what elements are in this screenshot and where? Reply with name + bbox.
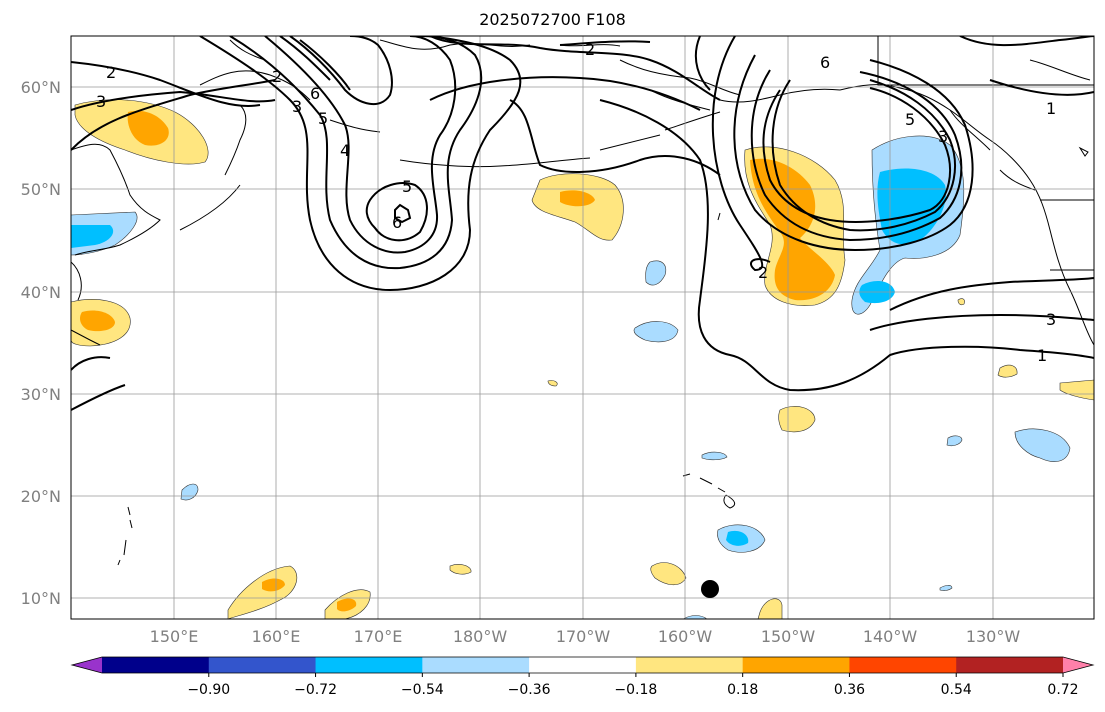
colorbar-tick-label: 0.18 bbox=[727, 682, 758, 698]
colorbar: −0.90 −0.72 −0.54 −0.36 −0.18 0.18 0.36 0.54 0.7… bbox=[70, 656, 1095, 698]
lon-label: 170°E bbox=[354, 627, 403, 646]
contour-label: 1 bbox=[1037, 346, 1047, 365]
contour-label: 3 bbox=[292, 97, 302, 116]
contour-label: 3 bbox=[938, 127, 948, 146]
lon-axis-labels: 150°E 160°E 170°E 180°W 170°W 160°W 150°… bbox=[150, 627, 1021, 646]
lon-label: 140°W bbox=[863, 627, 918, 646]
contour-label: 2 bbox=[758, 263, 768, 282]
lat-label: 40°N bbox=[21, 283, 61, 302]
contour-label-group: 2 2 3 3 4 5 6 5 6 2 1 3 1 6 5 3 2 bbox=[96, 40, 1056, 365]
colorbar-outline bbox=[70, 656, 1095, 674]
colorbar-tick-label: −0.72 bbox=[294, 682, 337, 698]
colorbar-tick-label: 0.72 bbox=[1047, 682, 1078, 698]
contour-lines bbox=[71, 36, 1094, 411]
colorbar-segment bbox=[315, 657, 423, 673]
colorbar-tick-label: 0.36 bbox=[834, 682, 865, 698]
colorbar-extend-max bbox=[1063, 657, 1093, 673]
lat-label: 60°N bbox=[21, 78, 61, 97]
contour-label: 2 bbox=[272, 67, 282, 86]
contour-label: 3 bbox=[1046, 310, 1056, 329]
lat-label: 10°N bbox=[21, 589, 61, 608]
colorbar-segment bbox=[529, 657, 637, 673]
contour-label: 5 bbox=[318, 109, 328, 128]
colorbar-segment bbox=[742, 657, 850, 673]
colorbar-tick-label: −0.36 bbox=[508, 682, 551, 698]
colorbar-segment bbox=[422, 657, 530, 673]
contour-label: 4 bbox=[340, 141, 350, 160]
colorbar-segment bbox=[849, 657, 957, 673]
contour-label: 3 bbox=[96, 92, 106, 111]
contour-label: 6 bbox=[820, 53, 830, 72]
contour-label: 1 bbox=[1046, 99, 1056, 118]
lat-axis-labels: 60°N 50°N 40°N 30°N 20°N 10°N bbox=[21, 78, 61, 608]
anomaly-shading bbox=[71, 99, 1094, 619]
lat-label: 50°N bbox=[21, 180, 61, 199]
colorbar-segment bbox=[102, 657, 210, 673]
lon-label: 180°W bbox=[453, 627, 508, 646]
lon-label: 130°W bbox=[966, 627, 1021, 646]
colorbar-segment bbox=[208, 657, 317, 673]
map-frame bbox=[70, 35, 1095, 620]
colorbar-tick-label: −0.18 bbox=[614, 682, 657, 698]
map-title: 2025072700 F108 bbox=[479, 10, 626, 29]
colorbar-tick-label: −0.54 bbox=[401, 682, 444, 698]
lon-label: 150°W bbox=[761, 627, 816, 646]
coastlines bbox=[71, 36, 1094, 566]
contour-label: 6 bbox=[310, 84, 320, 103]
lon-label: 160°W bbox=[658, 627, 713, 646]
contour-label: 2 bbox=[585, 40, 595, 59]
colorbar-tick-label: 0.54 bbox=[941, 682, 972, 698]
location-marker bbox=[701, 580, 719, 598]
lon-label: 150°E bbox=[150, 627, 199, 646]
contour-label: 2 bbox=[106, 63, 116, 82]
lat-label: 20°N bbox=[21, 487, 61, 506]
graticule bbox=[71, 36, 1094, 619]
lat-label: 30°N bbox=[21, 385, 61, 404]
map-plot-area: 2 2 3 3 4 5 6 5 6 2 1 3 1 6 5 3 2 bbox=[71, 36, 1094, 619]
contour-label: 5 bbox=[905, 110, 915, 129]
lon-label: 160°E bbox=[252, 627, 301, 646]
colorbar-segment bbox=[635, 657, 744, 673]
colorbar-extend-min bbox=[72, 657, 102, 673]
contour-label: 5 bbox=[402, 177, 412, 196]
lon-label: 170°W bbox=[556, 627, 611, 646]
contour-label: 6 bbox=[392, 213, 402, 232]
colorbar-segment bbox=[956, 657, 1064, 673]
colorbar-tick-label: −0.90 bbox=[187, 682, 230, 698]
